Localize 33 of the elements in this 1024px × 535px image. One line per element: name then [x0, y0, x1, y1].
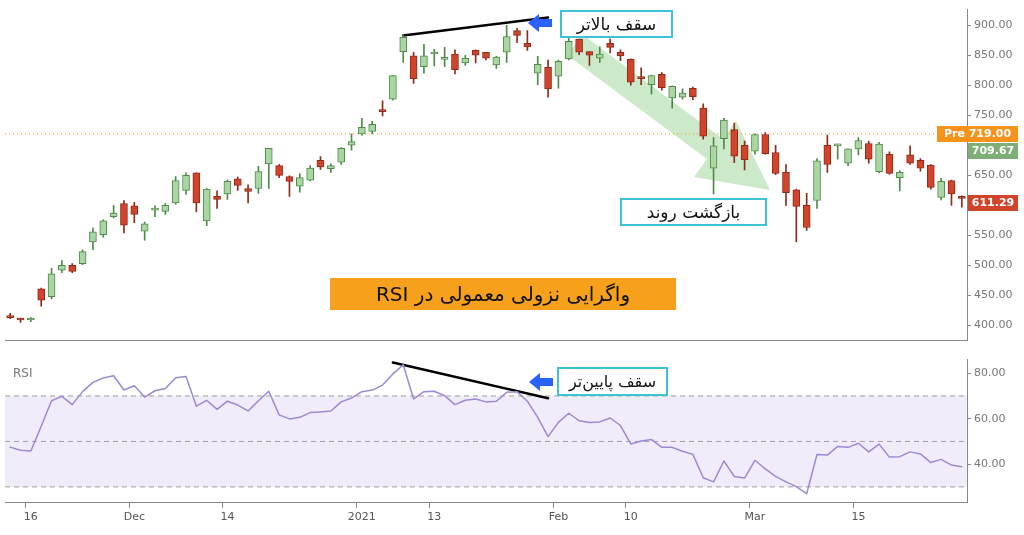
- x-tick-label: 16: [23, 510, 38, 524]
- ref-line-label: Pre 719.00: [943, 127, 1012, 141]
- x-tick-label: 10: [623, 510, 638, 524]
- text: 611.29: [971, 196, 1015, 210]
- candlestick: [958, 195, 966, 208]
- y-tick-label: 500.00: [974, 258, 1013, 272]
- x-tick-label: 14: [220, 510, 235, 524]
- x-tick-label: 15: [851, 510, 866, 524]
- x-tick-label: 13: [427, 510, 442, 524]
- y-tick-label: 900.00: [974, 18, 1013, 32]
- text: 709.67: [971, 144, 1015, 158]
- y-tick-label: 550.00: [974, 228, 1013, 242]
- y-tick-label: 750.00: [974, 108, 1013, 122]
- y-tick-label: 40.00: [974, 457, 1006, 471]
- y-tick-label: 400.00: [974, 318, 1013, 332]
- x-tick-label: Dec: [123, 510, 145, 524]
- x-tick-label: 2021: [347, 510, 376, 524]
- y-tick-label: 800.00: [974, 78, 1013, 92]
- candlestick: [637, 67, 645, 85]
- x-tick-label: Feb: [548, 510, 569, 524]
- y-tick-label: 80.00: [974, 366, 1006, 380]
- banner: واگرایی نزولی معمولی در RSI: [330, 278, 676, 310]
- annotation: بازگشت روند: [620, 198, 767, 226]
- y-tick-label: 60.00: [974, 411, 1006, 425]
- annotation: سقف بالاتر: [560, 10, 673, 38]
- y-tick-label: 450.00: [974, 288, 1013, 302]
- text: RSI: [13, 365, 33, 380]
- candlestick: [244, 184, 252, 204]
- y-tick-label: 650.00: [974, 168, 1013, 182]
- candlestick: [213, 190, 221, 209]
- x-tick-label: Mar: [744, 510, 766, 524]
- annotation: سقف پایین‌تر: [557, 367, 668, 396]
- y-tick-label: 850.00: [974, 48, 1013, 62]
